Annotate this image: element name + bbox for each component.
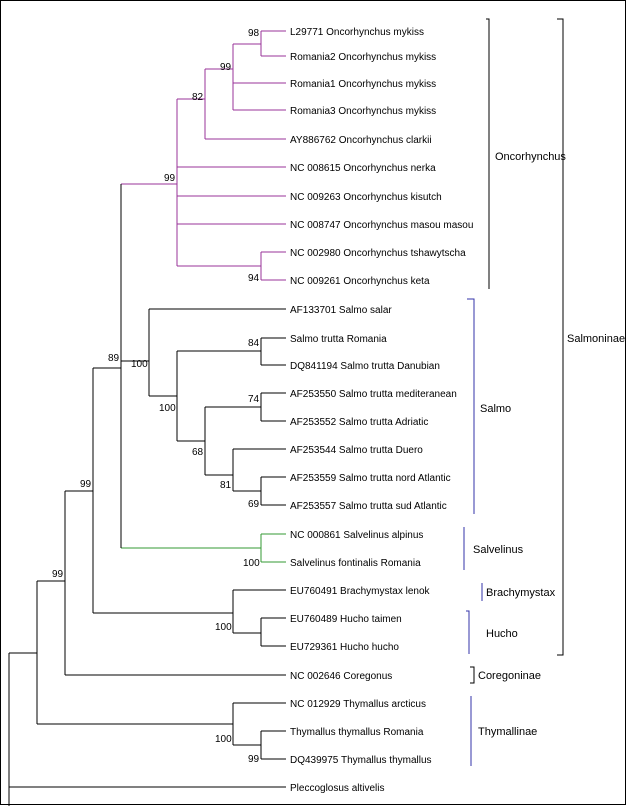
leaf-label: AF253557 Salmo trutta sud Atlantic	[290, 501, 447, 512]
salmoninae-bracket	[557, 18, 564, 656]
leaf-label: NC 002646 Coregonus	[290, 671, 392, 682]
group-label-salmoninae: Salmoninae	[567, 333, 625, 345]
tree-branches	[8, 184, 286, 806]
group-label-brachymystax: Brachymystax	[486, 587, 556, 599]
leaf-label: Romania2 Oncorhynchus mykiss	[290, 52, 436, 63]
group-label-oncorhynchus: Oncorhynchus	[495, 151, 566, 163]
bootstrap-value: 100	[215, 622, 232, 633]
salmo-bracket	[467, 298, 475, 514]
group-labels: Oncorhynchus Salmo Salvelinus Brachymyst…	[473, 151, 625, 738]
coregoninae-bracket	[470, 666, 475, 684]
leaf-label: DQ841194 Salmo trutta Danubian	[290, 361, 440, 372]
bootstrap-value: 99	[80, 479, 92, 490]
oncorhynchus-clade-branches	[121, 30, 286, 281]
group-label-salmo: Salmo	[480, 403, 511, 415]
bootstrap-value: 100	[131, 359, 148, 370]
group-label-coregoninae: Coregoninae	[478, 670, 541, 682]
leaf-label: NC 002980 Oncorhynchus tshawytscha	[290, 248, 466, 259]
leaf-label: NC 012929 Thymallus arcticus	[290, 699, 426, 710]
hucho-bracket	[466, 610, 470, 654]
bootstrap-value: 99	[248, 754, 260, 765]
leaf-label: NC 000861 Salvelinus alpinus	[290, 530, 423, 541]
bootstrap-value: 81	[220, 480, 232, 491]
leaf-label: DQ439975 Thymallus thymallus	[290, 755, 432, 766]
leaf-label: AF253559 Salmo trutta nord Atlantic	[290, 473, 451, 484]
leaf-label: NC 008615 Oncorhynchus nerka	[290, 163, 436, 174]
group-label-salvelinus: Salvelinus	[473, 544, 524, 556]
bootstrap-value: 89	[108, 353, 120, 364]
leaf-label: AY886762 Oncorhynchus clarkii	[290, 135, 432, 146]
leaf-label: Romania1 Oncorhynchus mykiss	[290, 79, 436, 90]
bootstrap-value: 99	[164, 173, 176, 184]
leaf-labels: L29771 Oncorhynchus mykiss Romania2 Onco…	[290, 27, 473, 794]
leaf-label: EU760491 Brachymystax lenok	[290, 586, 431, 597]
bootstrap-value: 98	[248, 28, 260, 39]
leaf-label: Salvelinus fontinalis Romania	[290, 558, 421, 569]
leaf-label: NC 009261 Oncorhynchus keta	[290, 276, 430, 287]
leaf-label: L29771 Oncorhynchus mykiss	[290, 27, 424, 38]
leaf-label: AF253544 Salmo trutta Duero	[290, 445, 423, 456]
bootstrap-value: 68	[192, 447, 204, 458]
bootstrap-value: 99	[220, 62, 232, 73]
bootstrap-value: 99	[52, 569, 64, 580]
leaf-label: AF253550 Salmo trutta mediteranean	[290, 389, 457, 400]
salvelinus-clade-branches	[121, 533, 286, 563]
bootstrap-value: 74	[248, 394, 260, 405]
bootstrap-value: 100	[215, 734, 232, 745]
group-brackets	[463, 18, 564, 766]
bootstrap-value: 94	[248, 273, 260, 284]
bootstrap-value: 100	[159, 403, 176, 414]
leaf-label: NC 008747 Oncorhynchus masou masou	[290, 220, 473, 231]
leaf-label: Salmo trutta Romania	[290, 334, 387, 345]
group-label-hucho: Hucho	[486, 628, 518, 640]
bootstrap-values: 98 99 82 99 94 84 74 81 69 68 100 100 89…	[52, 28, 260, 765]
leaf-label: EU760489 Hucho taimen	[290, 614, 402, 625]
bootstrap-value: 100	[243, 558, 260, 569]
oncorhynchus-bracket	[486, 18, 490, 289]
bootstrap-value: 69	[248, 499, 260, 510]
group-label-thymallinae: Thymallinae	[478, 726, 537, 738]
leaf-label: AF133701 Salmo salar	[290, 305, 392, 316]
leaf-label: Pleccoglosus altivelis	[290, 783, 385, 794]
leaf-label: NC 009263 Oncorhynchus kisutch	[290, 192, 442, 203]
leaf-label: Romania3 Oncorhynchus mykiss	[290, 106, 436, 117]
leaf-label: Thymallus thymallus Romania	[290, 727, 424, 738]
bootstrap-value: 82	[192, 92, 204, 103]
leaf-label: AF253552 Salmo trutta Adriatic	[290, 417, 428, 428]
bootstrap-value: 84	[248, 338, 260, 349]
leaf-label: EU729361 Hucho hucho	[290, 642, 399, 653]
